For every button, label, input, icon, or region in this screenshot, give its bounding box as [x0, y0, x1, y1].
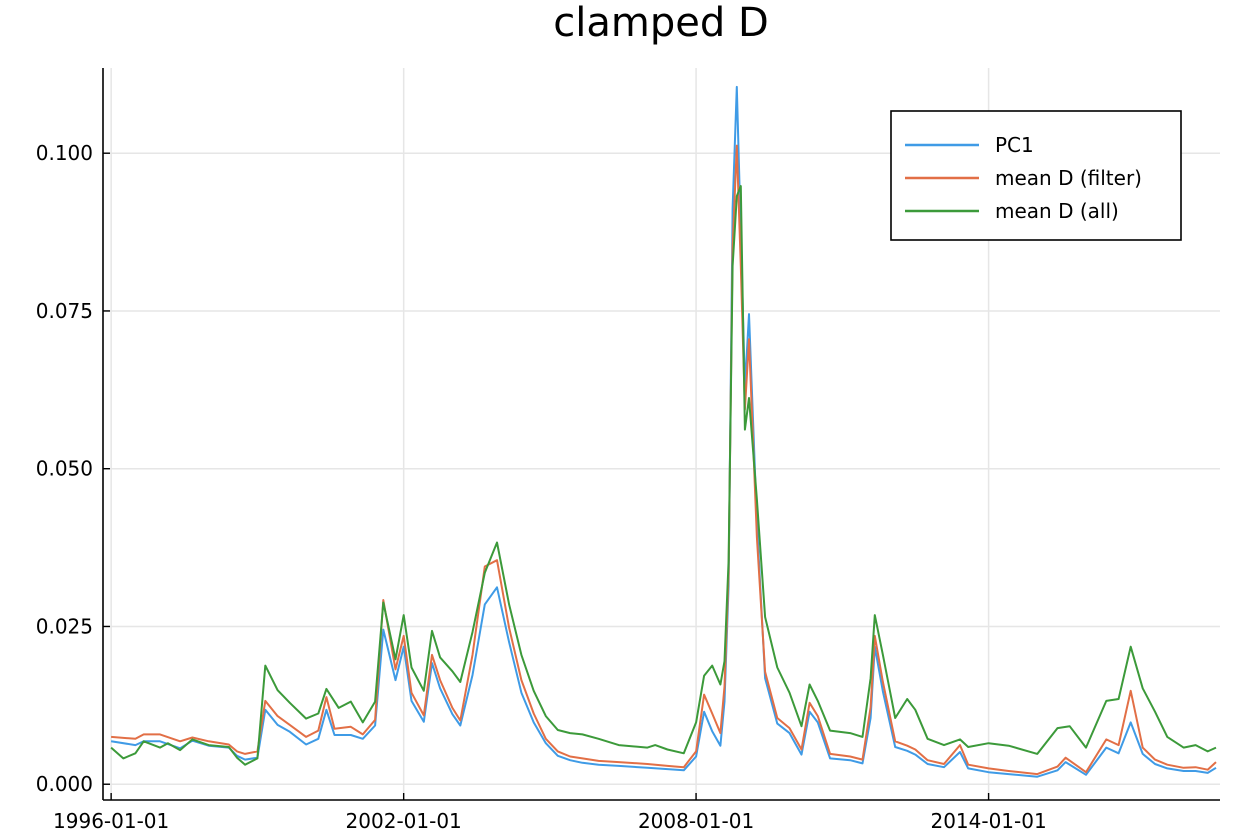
series-line-mean-d-all: [110, 185, 1217, 766]
x-tick-label: 2014-01-01: [930, 809, 1046, 833]
x-tick-label: 2008-01-01: [638, 809, 754, 833]
legend-label: mean D (all): [995, 199, 1119, 223]
x-tick-label: 1996-01-01: [53, 809, 169, 833]
legend-frame: [890, 110, 1182, 241]
legend-label: mean D (filter): [995, 166, 1142, 190]
axes: 1996-01-01 2002-01-01 2008-01-01 2014-01-01…: [36, 68, 1220, 833]
series-line-mean-d-filter: [111, 144, 1217, 776]
y-tick-label: 0.100: [36, 141, 93, 165]
y-tick-label: 0.025: [36, 614, 93, 638]
series-line-pc1: [110, 85, 1217, 778]
x-tick-label: 2002-01-01: [346, 809, 462, 833]
series-group: [110, 85, 1217, 778]
y-tick-label: 0.075: [36, 299, 93, 323]
y-tick-label: 0.050: [36, 457, 93, 481]
legend: PC1 mean D (filter) mean D (all): [890, 110, 1182, 241]
chart-title: clamped D: [553, 0, 769, 46]
y-tick-label: 0.000: [36, 772, 93, 796]
legend-label: PC1: [995, 133, 1034, 157]
